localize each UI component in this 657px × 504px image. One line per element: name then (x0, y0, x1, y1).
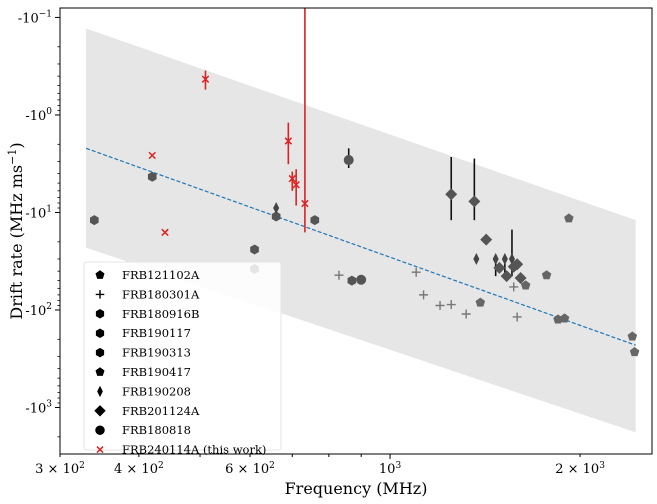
y-axis-label-main: Drift rate (MHz ms (7, 165, 26, 320)
data-point (627, 331, 638, 341)
legend-label: FRB180818 (122, 423, 191, 437)
data-point (301, 199, 309, 208)
legend-label: FRB201124A (122, 404, 200, 418)
legend-label: FRB190417 (122, 365, 191, 379)
data-point (520, 280, 531, 290)
data-point (411, 267, 421, 277)
legend-marker (95, 309, 105, 319)
x-axis-label: Frequency (MHz) (285, 479, 428, 498)
data-point (511, 258, 524, 271)
data-point (343, 155, 354, 166)
data-point (273, 202, 280, 215)
legend-marker (95, 347, 105, 358)
y-tick-label: -10−1 (18, 9, 52, 26)
data-point (541, 270, 552, 280)
data-point (419, 290, 429, 300)
x-tick-label: 4 × 102 (114, 461, 164, 477)
legend-marker (95, 290, 105, 299)
legend-marker (95, 367, 105, 376)
y-axis: -10−1 -100 -101 -102 -103 (18, 9, 60, 438)
uncertainty-band (86, 28, 636, 433)
y-axis-label-sup: −1 (6, 149, 19, 165)
data-point (356, 274, 367, 285)
x-tick-label: 6 × 102 (225, 461, 275, 477)
data-point (493, 261, 506, 274)
y-tick-label: -100 (25, 107, 52, 124)
legend-label: FRB190208 (122, 384, 191, 398)
data-point (148, 151, 156, 160)
data-point (347, 275, 357, 286)
plot-area (85, 8, 640, 433)
data-point (468, 195, 481, 208)
y-axis-label: Drift rate (MHz ms−1) (6, 142, 26, 319)
data-point (334, 270, 344, 280)
legend-marker (94, 405, 106, 417)
x-tick-label: 2 × 103 (555, 461, 605, 477)
data-point (161, 228, 169, 237)
data-point (89, 215, 99, 226)
fit-line (85, 147, 636, 346)
data-point (500, 270, 513, 283)
data-point (480, 233, 493, 246)
plot-frame (59, 7, 653, 455)
data-point (492, 252, 499, 265)
data-point (147, 171, 157, 182)
legend-marker (96, 446, 104, 454)
legend-label: FRB180916B (122, 307, 199, 321)
legend-marker (97, 385, 103, 398)
data-point (512, 312, 522, 322)
y-tick-label: -101 (25, 204, 52, 221)
legend-marker (95, 328, 105, 338)
y-tick-label: -102 (25, 302, 52, 319)
data-point (271, 211, 281, 222)
data-point (446, 300, 456, 310)
data-point (473, 252, 480, 265)
x-tick-label: 103 (379, 461, 402, 477)
data-point (292, 181, 300, 189)
data-point (564, 213, 574, 223)
data-point (501, 252, 508, 265)
data-point (435, 301, 445, 311)
legend-label: FRB180301A (122, 287, 200, 301)
x-tick-label: 3 × 102 (35, 461, 85, 477)
legend-label: FRB121102A (122, 268, 200, 282)
data-point (250, 244, 259, 255)
data-point (475, 297, 486, 307)
legend-label: FRB190117 (122, 326, 191, 340)
data-point (445, 188, 458, 201)
legend-label: FRB240114A (this work) (122, 443, 266, 457)
data-point (201, 75, 210, 83)
data-point (629, 347, 640, 357)
y-tick-label: -103 (25, 399, 52, 416)
data-point (508, 252, 515, 265)
data-point (514, 271, 527, 284)
data-point (559, 313, 570, 323)
data-point (509, 282, 519, 292)
data-point (284, 137, 293, 145)
legend-marker (95, 425, 105, 435)
legend-marker (95, 270, 105, 279)
data-point (288, 174, 297, 183)
y-axis-label-end: ) (7, 142, 26, 148)
legend-box (83, 261, 282, 451)
legend: FRB121102A FRB180301A FRB180916B FRB190117 F… (83, 261, 282, 457)
data-point (310, 215, 320, 226)
legend-label: FRB190313 (122, 346, 191, 360)
data-point (461, 309, 471, 319)
x-axis: 3 × 102 4 × 102 6 × 102 103 2 × 103 (35, 454, 605, 477)
